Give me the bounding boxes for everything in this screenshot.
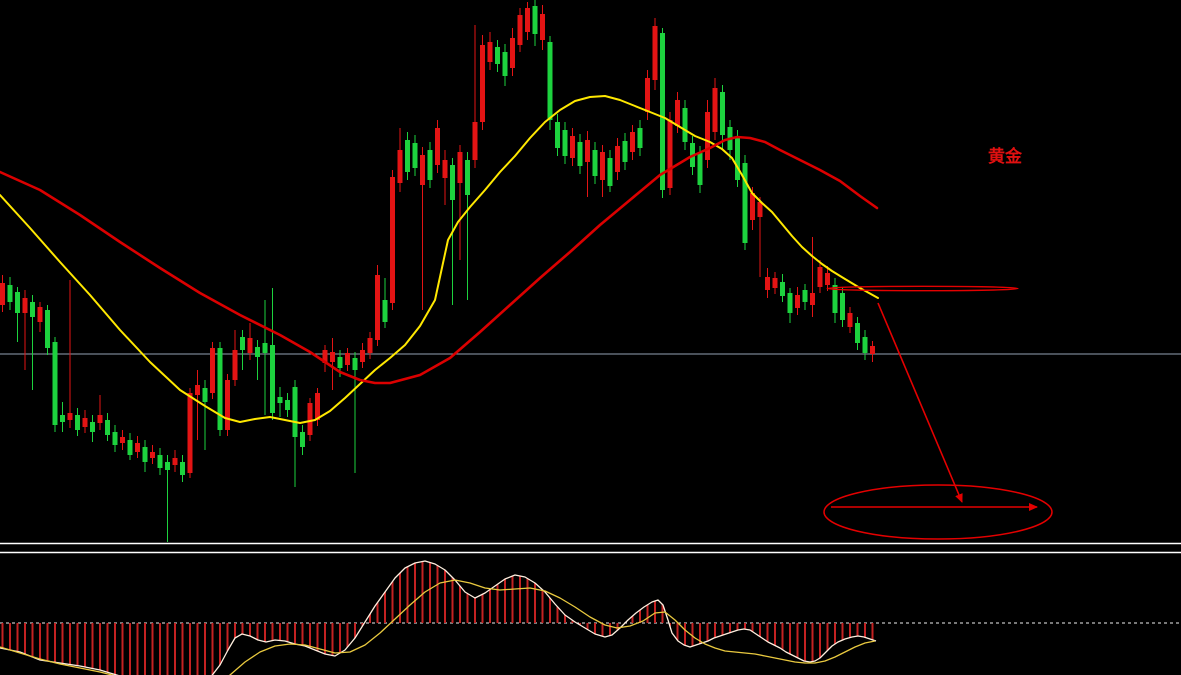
symbol-label: 黄金 [988,146,1023,167]
macd-indicator-panel [0,560,1181,675]
target-zone-ellipse-annotation [823,484,1053,540]
candlestick-series [0,0,875,542]
moving-average-lines [0,95,879,424]
analyst-annotations [823,285,1053,540]
flat-trendline-annotation [826,285,1019,292]
down-arrow-annotation [877,302,963,503]
panel-separator-lines [0,542,1181,554]
